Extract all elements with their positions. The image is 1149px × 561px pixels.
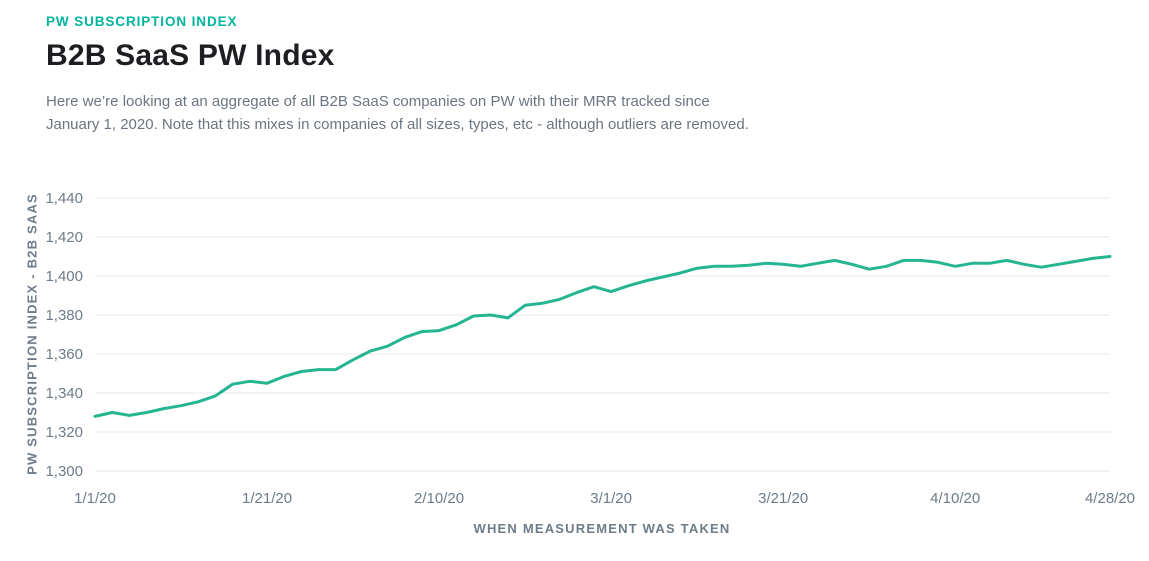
page-description: Here we’re looking at an aggregate of al… (46, 90, 866, 136)
gridlines (95, 197, 1110, 472)
description-line-1: Here we’re looking at an aggregate of al… (46, 93, 710, 110)
eyebrow-label: PW SUBSCRIPTION INDEX (46, 14, 238, 29)
y-tick-label: 1,320 (45, 424, 83, 441)
page-title: B2B SaaS PW Index (46, 39, 335, 72)
x-tick-label: 4/10/20 (930, 490, 980, 507)
y-axis-title: PW SUBSCRIPTION INDEX - B2B SAAS (24, 193, 39, 475)
y-tick-label: 1,340 (45, 385, 83, 402)
y-tick-label: 1,420 (45, 229, 83, 246)
y-tick-label: 1,300 (45, 463, 83, 480)
description-line-2: January 1, 2020. Note that this mixes in… (46, 116, 749, 133)
x-tick-label: 3/1/20 (590, 490, 632, 507)
x-tick-label: 1/21/20 (242, 490, 292, 507)
x-axis-title: WHEN MEASUREMENT WAS TAKEN (473, 521, 730, 536)
y-tick-labels: 1,300 1,320 1,340 1,360 1,380 1,400 1,420 1,440 (45, 190, 83, 480)
y-tick-label: 1,440 (45, 190, 83, 207)
x-tick-labels: 1/1/20 1/21/20 2/10/20 3/1/20 3/21/20 4/10/20… (74, 490, 1135, 507)
x-tick-label: 4/28/20 (1085, 490, 1135, 507)
y-tick-label: 1,400 (45, 268, 83, 285)
index-line-series (93, 255, 1112, 418)
y-tick-label: 1,380 (45, 307, 83, 324)
header: PW SUBSCRIPTION INDEX B2B SaaS PW Index … (46, 14, 866, 136)
x-tick-label: 2/10/20 (414, 490, 464, 507)
y-tick-label: 1,360 (45, 346, 83, 363)
x-tick-label: 1/1/20 (74, 490, 116, 507)
x-tick-label: 3/21/20 (758, 490, 808, 507)
line-chart: 1,300 1,320 1,340 1,360 1,380 1,400 1,420 1,440… (24, 190, 1135, 536)
